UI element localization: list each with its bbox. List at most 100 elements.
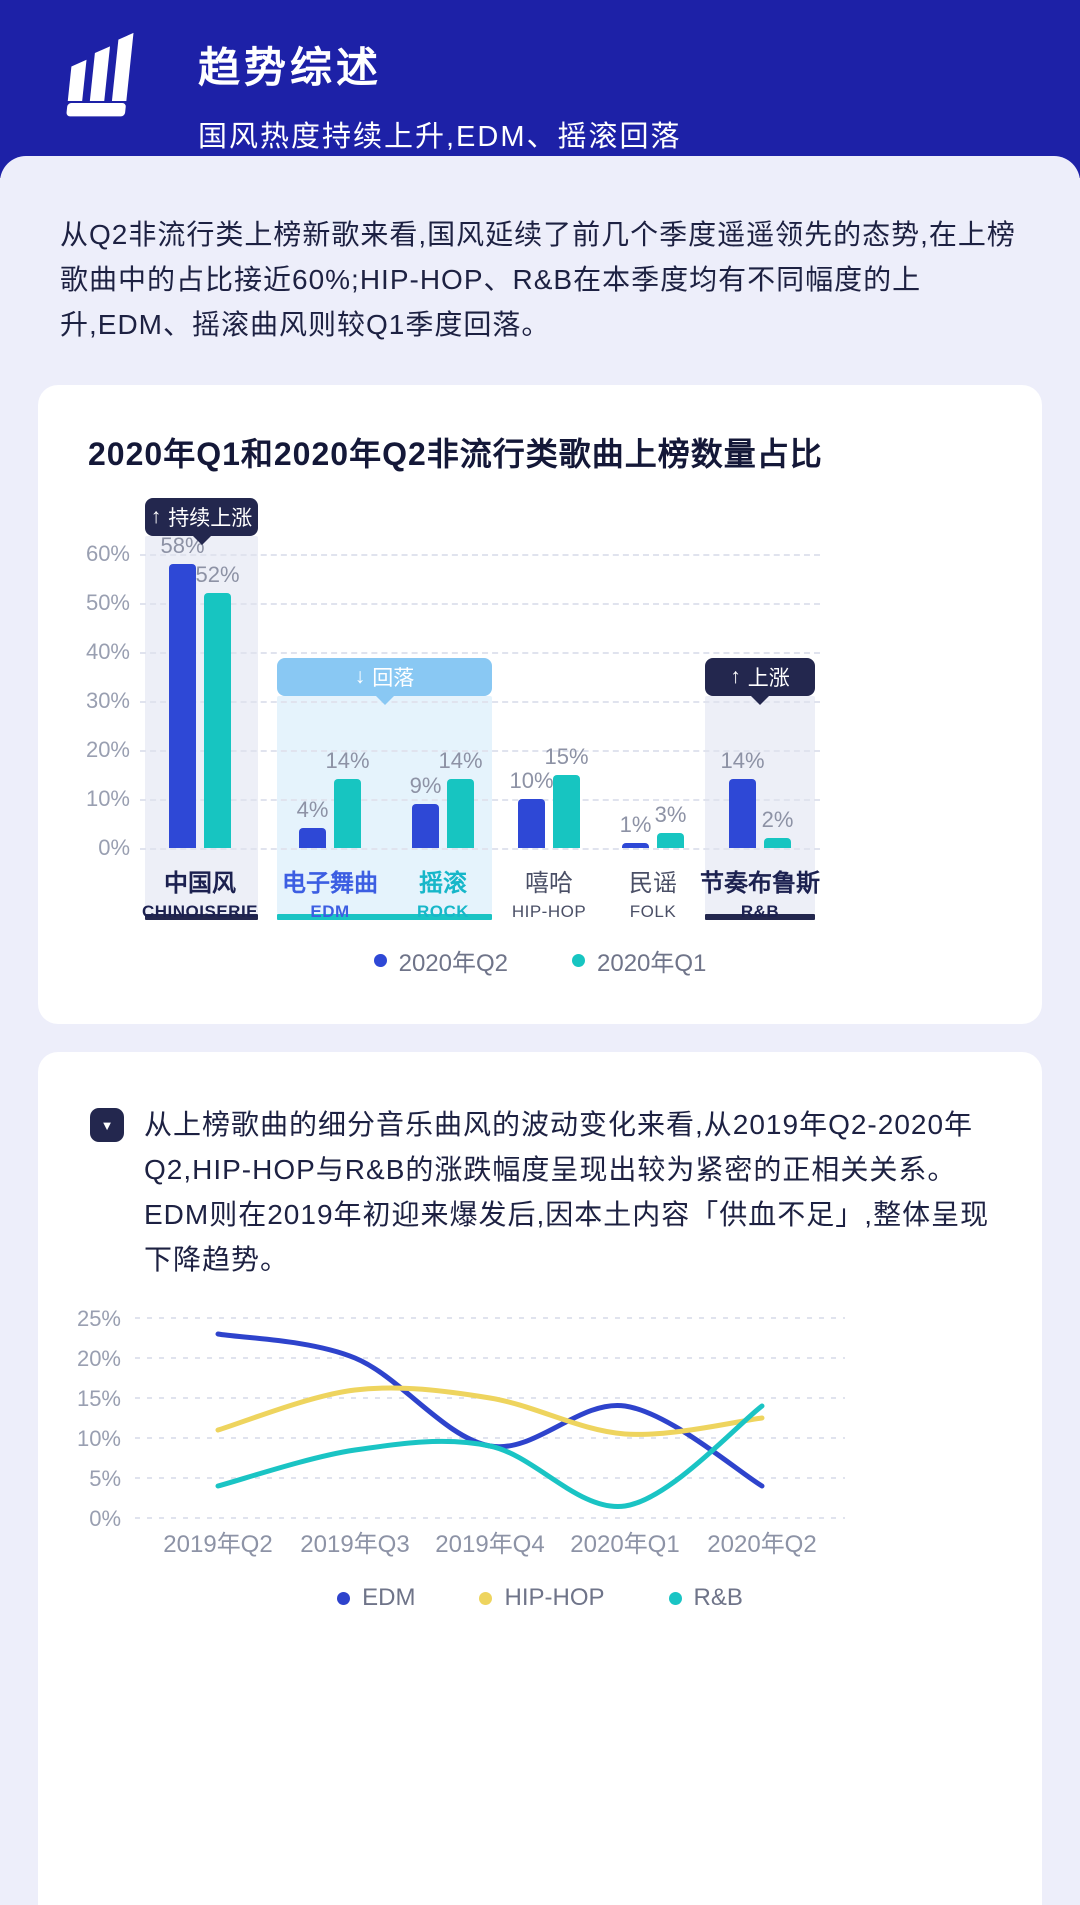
intro-paragraph: 从Q2非流行类上榜新歌来看,国风延续了前几个季度遥遥领先的态势,在上榜歌曲中的占… bbox=[60, 219, 1016, 340]
x-tick-label: 2019年Q3 bbox=[300, 1531, 409, 1558]
page-title: 趋势综述 bbox=[198, 44, 383, 91]
gridline bbox=[140, 701, 820, 703]
legend-label: EDM bbox=[362, 1584, 416, 1611]
category-label-CHINOISERIE: 中国风 CHINOISERIE bbox=[141, 870, 259, 921]
bar-chart-card: 2020年Q1和2020年Q2非流行类歌曲上榜数量占比 ↑ 持续上涨 ↓ 回落 … bbox=[38, 385, 1042, 1024]
bar-chart-legend: 2020年Q2 2020年Q1 bbox=[38, 943, 1042, 978]
y-tick-label: 10% bbox=[77, 1426, 121, 1451]
y-tick-label: 20% bbox=[77, 1346, 121, 1371]
legend-label: 2020年Q1 bbox=[597, 950, 707, 977]
y-tick-label: 0% bbox=[89, 1506, 121, 1531]
legend-item-R&B: R&B bbox=[668, 1584, 743, 1612]
line-chart-card: ▼ 从上榜歌曲的细分音乐曲风的波动变化来看,从2019年Q2-2020年Q2,H… bbox=[38, 1052, 1042, 1905]
y-tick-label: 10% bbox=[85, 786, 130, 811]
gridline bbox=[140, 750, 820, 752]
legend-dot bbox=[479, 1591, 493, 1605]
bar-value-label: 9% bbox=[409, 772, 442, 798]
y-tick-label: 15% bbox=[77, 1386, 121, 1411]
up-arrow-icon: ↑ bbox=[150, 505, 162, 528]
annotation-label: 上涨 bbox=[747, 667, 790, 690]
line-chart-legend: EDM HIP-HOP R&B bbox=[38, 1584, 1042, 1612]
y-tick-label: 40% bbox=[85, 639, 130, 664]
bar-chart: ↑ 持续上涨 ↓ 回落 ↑ 上涨 0% 10% 20% 30% 40% 50% 60% 58%… bbox=[38, 493, 1042, 925]
bar-2020年Q1-HIP-HOP bbox=[553, 774, 580, 848]
bar-2020年Q2-FOLK bbox=[622, 843, 649, 848]
bar-2020年Q1-R&B bbox=[764, 838, 791, 848]
insight-row: ▼ 从上榜歌曲的细分音乐曲风的波动变化来看,从2019年Q2-2020年Q2,H… bbox=[90, 1102, 990, 1282]
page-subtitle: 国风热度持续上升,EDM、摇滚回落 bbox=[198, 121, 682, 153]
bullet-down-icon: ▼ bbox=[90, 1108, 124, 1142]
bar-value-label: 52% bbox=[195, 562, 240, 588]
bar-2020年Q2-ROCK bbox=[412, 803, 439, 848]
legend-label: HIP-HOP bbox=[504, 1584, 605, 1611]
x-tick-label: 2020年Q1 bbox=[570, 1531, 679, 1558]
category-label-HIP-HOP: 嘻哈 HIP-HOP bbox=[511, 870, 587, 921]
page-body: 从Q2非流行类上榜新歌来看,国风延续了前几个季度遥遥领先的态势,在上榜歌曲中的占… bbox=[0, 156, 1080, 1905]
gridline bbox=[140, 799, 820, 801]
bar-2020年Q2-EDM bbox=[299, 828, 326, 848]
x-tick-label: 2019年Q4 bbox=[435, 1531, 544, 1558]
uni-logo bbox=[66, 32, 134, 117]
y-tick-label: 5% bbox=[89, 1466, 121, 1491]
bar-value-label: 3% bbox=[654, 802, 687, 828]
y-tick-label: 30% bbox=[85, 688, 130, 713]
line-series-HIP-HOP bbox=[215, 1385, 765, 1437]
legend-item-EDM: EDM bbox=[337, 1584, 415, 1612]
bar-value-label: 10% bbox=[509, 768, 554, 793]
underline-edm-rock bbox=[277, 914, 492, 920]
category-label-FOLK: 民谣 FOLK bbox=[629, 870, 677, 921]
legend-dot bbox=[668, 1591, 682, 1605]
header-text: 趋势综述 国风热度持续上升,EDM、摇滚回落 bbox=[198, 26, 682, 178]
bar-2020年Q1-EDM bbox=[334, 779, 361, 848]
gridline bbox=[140, 848, 820, 850]
bar-value-label: 2% bbox=[761, 807, 794, 833]
x-tick-label: 2019年Q2 bbox=[163, 1531, 272, 1558]
highlight-band-chinoiserie bbox=[145, 536, 258, 914]
gridline bbox=[140, 554, 820, 556]
gridline bbox=[140, 652, 820, 654]
bar-value-label: 4% bbox=[296, 797, 329, 823]
annotation-badge-chinoiserie: ↑ 持续上涨 bbox=[145, 498, 258, 536]
gridline bbox=[140, 603, 820, 605]
down-arrow-icon: ↓ bbox=[354, 665, 366, 688]
x-tick-label: 2020年Q2 bbox=[707, 1531, 816, 1558]
up-arrow-icon: ↑ bbox=[730, 665, 741, 688]
annotation-badge-rnb: ↑ 上涨 bbox=[705, 658, 815, 696]
underline-rnb bbox=[705, 914, 815, 920]
category-label-R&B: 节奏布鲁斯 R&B bbox=[700, 870, 820, 921]
legend-label: 2020年Q2 bbox=[398, 950, 508, 977]
header: 趋势综述 国风热度持续上升,EDM、摇滚回落 bbox=[0, 0, 1080, 178]
bar-chart-title: 2020年Q1和2020年Q2非流行类歌曲上榜数量占比 bbox=[88, 436, 823, 472]
bar-value-label: 14% bbox=[325, 748, 370, 774]
category-label-ROCK: 摇滚 ROCK bbox=[416, 870, 470, 921]
bar-2020年Q2-CHINOISERIE bbox=[169, 563, 196, 848]
bar-value-label: 1% bbox=[619, 812, 652, 838]
y-tick-label: 20% bbox=[85, 737, 130, 762]
legend-dot bbox=[373, 954, 387, 967]
legend-label: R&B bbox=[693, 1584, 743, 1611]
legend-item-2020年Q2: 2020年Q2 bbox=[373, 943, 508, 978]
insight-paragraph: 从上榜歌曲的细分音乐曲风的波动变化来看,从2019年Q2-2020年Q2,HIP… bbox=[144, 1109, 990, 1275]
bar-2020年Q1-FOLK bbox=[657, 833, 684, 848]
legend-dot bbox=[337, 1591, 351, 1605]
legend-item-HIP-HOP: HIP-HOP bbox=[479, 1584, 605, 1612]
annotation-badge-edm-rock: ↓ 回落 bbox=[277, 658, 492, 696]
category-label-EDM: 电子舞曲 EDM bbox=[282, 870, 378, 921]
bar-value-label: 14% bbox=[438, 748, 483, 774]
bar-2020年Q2-R&B bbox=[729, 779, 756, 848]
annotation-label: 持续上涨 bbox=[168, 507, 253, 530]
bar-2020年Q1-CHINOISERIE bbox=[204, 593, 231, 848]
legend-dot bbox=[572, 954, 585, 967]
bar-2020年Q2-HIP-HOP bbox=[518, 799, 545, 848]
y-tick-label: 60% bbox=[85, 541, 130, 566]
bar-2020年Q1-ROCK bbox=[447, 779, 474, 848]
line-series-R&B bbox=[215, 1403, 765, 1509]
bar-value-label: 14% bbox=[720, 748, 765, 774]
legend-item-2020年Q1: 2020年Q1 bbox=[572, 943, 706, 978]
annotation-label: 回落 bbox=[372, 667, 415, 690]
bar-value-label: 15% bbox=[544, 743, 589, 769]
y-tick-label: 25% bbox=[77, 1306, 121, 1331]
line-chart: 0% 5% 10% 15% 20% 25% 2019年Q2 2019年Q3 2019年Q4 202… bbox=[77, 1306, 845, 1558]
y-tick-label: 0% bbox=[98, 835, 130, 860]
underline-chinoiserie bbox=[145, 914, 258, 920]
